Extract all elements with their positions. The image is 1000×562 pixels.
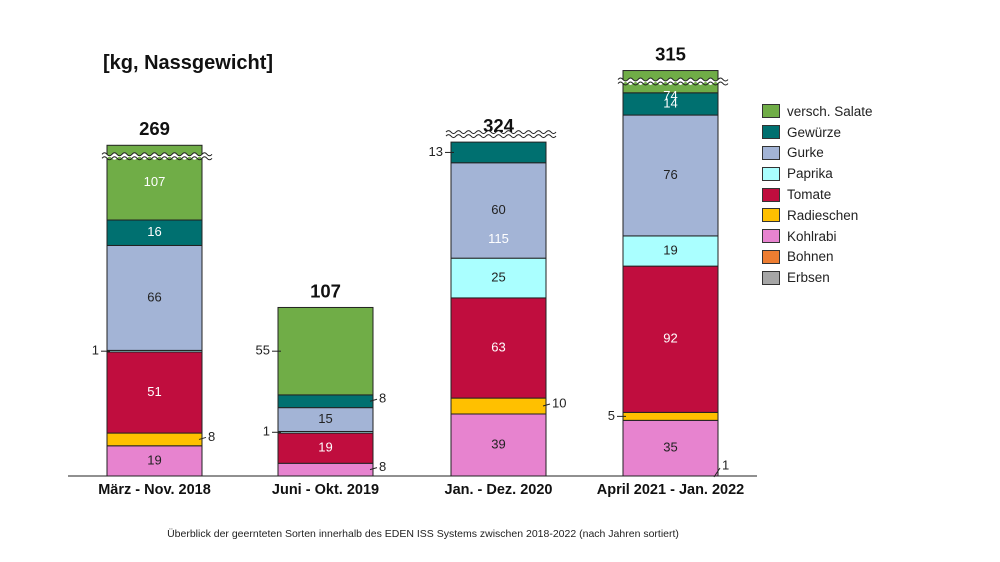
chart-caption: Überblick der geernteten Sorten innerhal… [167,528,679,540]
bar-gewurze-2 [277,394,374,409]
legend-item-paprika: Paprika [762,163,873,184]
data-label-kohlrabi-2-leader [369,467,378,471]
data-label-gewurze-1: 16 [147,224,161,239]
bar-tomate-4 [622,265,719,413]
bar-kohlrabi-2 [277,462,374,477]
data-label-kohlrabi-4: 1 [722,457,729,472]
data-label-versch-salate-3: 115 [488,231,509,246]
x-tick-label-2: Juni - Okt. 2019 [272,482,379,498]
data-label-tomate-2: 19 [318,440,332,455]
data-label-versch-salate-4: 74 [663,88,677,103]
data-label-paprika-1: 1 [92,343,99,358]
legend-label: Erbsen [787,270,830,286]
data-label-tomate-4: 92 [663,331,677,346]
legend-swatch [762,166,780,181]
legend-label: Gurke [787,145,824,161]
axis-break-line-4 [617,81,729,86]
x-tick-label-4: April 2021 - Jan. 2022 [597,482,745,498]
data-label-paprika-2: 1 [263,424,270,439]
axis-break-line-1 [101,152,213,157]
legend-item-radieschen: Radieschen [762,205,873,226]
legend-item-gewurze: Gewürze [762,122,873,143]
legend-swatch [762,208,780,223]
data-label-gurke-3: 60 [491,202,505,217]
legend-label: Radieschen [787,207,859,223]
bar-tomate-1 [106,351,203,434]
data-label-gurke-4: 76 [663,167,677,182]
data-label-radieschen-1-leader [198,436,207,440]
data-label-kohlrabi-3: 39 [491,436,505,451]
legend-item-kohlrabi: Kohlrabi [762,226,873,247]
data-label-radieschen-3: 10 [552,395,566,410]
bar-versch-salate-2 [277,306,374,396]
legend-item-bohnen: Bohnen [762,247,873,268]
legend-item-tomate: Tomate [762,184,873,205]
legend-swatch [762,145,780,160]
bar-gurke-4 [622,114,719,237]
total-label-4: 315 [655,43,686,64]
data-label-versch-salate-1: 107 [144,174,166,189]
bar-kohlrabi-1 [106,445,203,477]
data-label-versch-salate-2: 55 [256,343,270,358]
data-label-paprika-4: 19 [663,242,677,257]
bar-tomate-3 [450,297,547,399]
legend-swatch [762,249,780,264]
data-label-gewurze-2-leader [369,398,378,402]
legend-swatch [762,104,780,119]
bar-radieschen-1 [106,432,203,447]
axis-break-line-3 [445,130,557,135]
legend-item-erbsen: Erbsen [762,267,873,288]
axis-break-line-4 [617,77,729,82]
data-label-gurke-2: 15 [318,411,332,426]
total-label-2: 107 [310,280,341,301]
axis-break-line-3 [445,134,557,139]
bar-kohlrabi-4 [622,419,719,477]
bar-kohlrabi-3 [450,413,547,477]
bar-tomate-2 [277,432,374,464]
legend-swatch [762,187,780,202]
data-label-paprika-3: 25 [491,269,505,284]
legend-label: Gewürze [787,124,842,140]
data-label-kohlrabi-4-leader [713,467,721,478]
data-label-gewurze-2: 8 [379,391,386,406]
data-label-gewurze-4: 14 [663,95,677,110]
data-label-kohlrabi-2: 8 [379,459,386,474]
data-label-tomate-1: 51 [147,384,161,399]
data-label-radieschen-1: 8 [208,429,215,444]
data-label-kohlrabi-1: 19 [147,452,161,467]
data-label-gurke-1: 66 [147,289,161,304]
bar-paprika-3 [450,257,547,299]
total-label-1: 269 [139,118,170,139]
bar-gurke-1 [106,244,203,351]
bar-gurke-3 [450,162,547,259]
chart-legend: versch. Salate Gewürze Gurke Paprika Tomate R… [762,101,873,288]
legend-label: Paprika [787,166,833,182]
data-label-tomate-3: 63 [491,339,505,354]
data-label-gewurze-3: 13 [429,144,443,159]
x-tick-label-3: Jan. - Dez. 2020 [445,482,553,498]
x-tick-label-1: März - Nov. 2018 [98,482,211,498]
legend-swatch [762,270,780,285]
legend-item-gurke: Gurke [762,143,873,164]
legend-label: Kohlrabi [787,228,837,244]
legend-label: Tomate [787,187,832,203]
bar-gewurze-3 [450,141,547,164]
legend-label: versch. Salate [787,103,873,119]
unit-label: [kg, Nassgewicht] [103,52,274,74]
data-label-kohlrabi-4: 35 [663,440,677,455]
data-label-radieschen-4: 5 [608,408,615,423]
legend-label: Bohnen [787,249,834,265]
bar-radieschen-4 [622,411,719,421]
legend-swatch [762,229,780,244]
bar-radieschen-3 [450,397,547,415]
axis-break-line-1 [101,156,213,161]
legend-item-versch-salate: versch. Salate [762,101,873,122]
data-label-radieschen-3-leader [542,403,551,407]
legend-swatch [762,125,780,140]
